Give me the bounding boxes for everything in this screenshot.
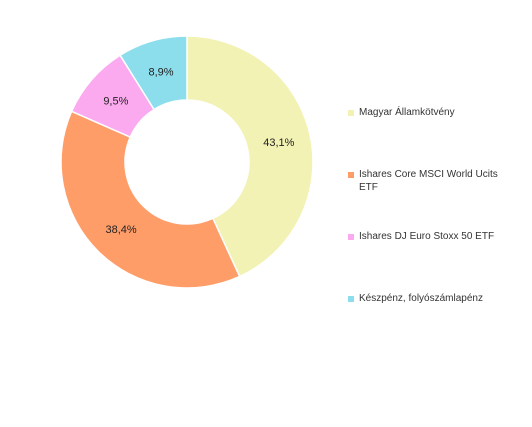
legend-label: Ishares DJ Euro Stoxx 50 ETF [359, 231, 495, 242]
legend-label: Ishares Core MSCI World Ucits ETF [359, 169, 498, 193]
legend-swatch [348, 110, 354, 116]
legend-item-ishares-dj-euro-stoxx: Ishares DJ Euro Stoxx 50 ETF [348, 230, 494, 243]
legend-swatch [348, 234, 354, 240]
donut-slice [186, 35, 314, 278]
legend-swatch [348, 296, 354, 302]
legend-swatch [348, 172, 354, 178]
slice-data-label: 9,5% [103, 96, 128, 108]
slice-data-label: 43,1% [263, 137, 294, 149]
legend-label: Készpénz, folyószámlapénz [359, 293, 483, 304]
donut-slice [119, 35, 188, 111]
slice-data-label: 38,4% [106, 224, 137, 236]
slice-data-label: 8,9% [148, 67, 173, 79]
donut-slice [60, 110, 241, 289]
legend-item-magyar-allamkotveny: Magyar Államkötvény [348, 106, 455, 119]
legend-item-keszpenz: Készpénz, folyószámlapénz [348, 292, 483, 305]
legend-label: Magyar Államkötvény [359, 107, 455, 118]
legend-item-ishares-core-msci: Ishares Core MSCI World Ucits ETF [348, 168, 519, 194]
